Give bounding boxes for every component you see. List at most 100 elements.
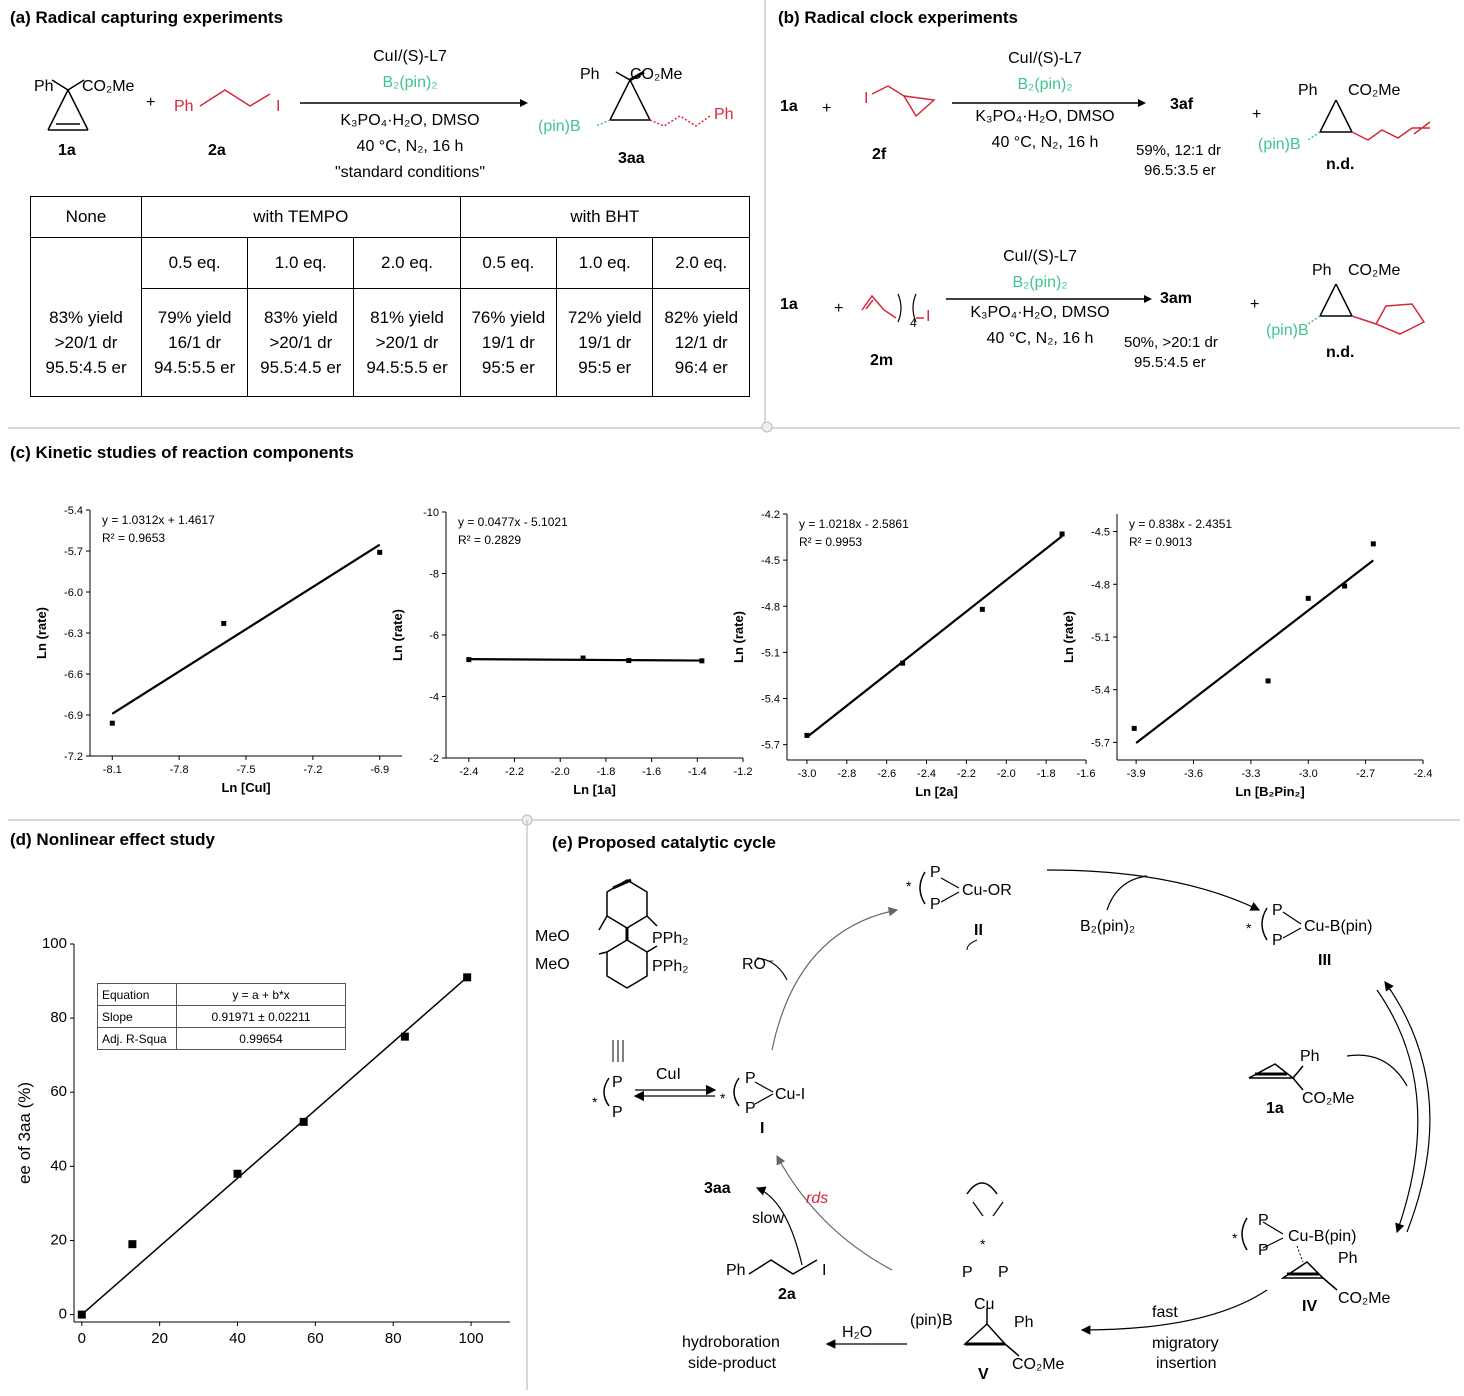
y-tick-label: -5.7 (1091, 737, 1110, 749)
x-tick-label: -1.8 (1037, 768, 1056, 780)
data-point (221, 620, 227, 626)
table-eq-cell: 2.0 eq. (353, 237, 461, 289)
iodo-label: I (864, 90, 869, 107)
table-eq-cell: 2.0 eq. (652, 237, 750, 289)
table-header-bht: with BHT (459, 196, 751, 238)
ph-label: Ph (714, 106, 734, 123)
data-point (979, 606, 985, 612)
plus-sign: + (1250, 296, 1260, 313)
pinb-label: (pin)B (1266, 322, 1309, 339)
compound-3aa-label: 3aa (618, 150, 645, 167)
ph-label: Ph (580, 66, 600, 83)
complex-I-label: I (760, 1120, 765, 1137)
data-point (466, 657, 472, 663)
phosphorus-label: P (930, 864, 941, 881)
table-cell: Slope (97, 1005, 177, 1028)
data-point (580, 655, 586, 661)
co2me-label: CO₂Me (630, 66, 683, 83)
complex-II-label: II (974, 922, 983, 939)
data-point (377, 549, 383, 555)
fit-line (1135, 559, 1374, 744)
x-tick-label: -2.6 (877, 768, 896, 780)
condition-base: K₃PO₄·H₂O, DMSO (970, 304, 1110, 321)
plus-sign: + (146, 94, 156, 111)
fast-label: fast (1152, 1304, 1178, 1321)
table-cell: 83% yield >20/1 dr 95.5:4.5 er (30, 237, 142, 397)
compound-2m-structure (861, 293, 924, 323)
methoxy-label: MeO (535, 928, 570, 945)
table-cell: 81% yield >20/1 dr 94.5:5.5 er (353, 288, 461, 397)
condition-b2pin2: B₂(pin)₂ (382, 74, 438, 91)
phosphorus-label: P (1272, 932, 1283, 949)
data-point (1059, 531, 1065, 537)
x-tick-label: -2.8 (837, 768, 856, 780)
y-tick-label: -5.7 (761, 740, 780, 752)
table-eq-cell: 0.5 eq. (140, 237, 249, 289)
x-tick-label: -1.2 (734, 766, 753, 778)
kinetic-plots: -8.1 -7.8 -7.5 -7.2 -6.9 -5.4 -5.7 -6.0 -6.3 -6.6… (34, 505, 1433, 799)
compound-2f-structure (871, 85, 936, 118)
co2me-label: CO₂Me (1348, 262, 1401, 279)
phosphorus-label: P (1272, 902, 1283, 919)
phosphorus-label: P (745, 1070, 756, 1087)
data-point (463, 973, 472, 982)
x-tick-label: 60 (307, 1330, 324, 1347)
condition-temp: 40 °C, N₂, 16 h (991, 134, 1099, 151)
x-tick-label: -1.6 (1077, 768, 1096, 780)
y-axis-label: Ln (rate) (1061, 611, 1076, 663)
panel-b-title: (b) Radical clock experiments (778, 8, 1018, 27)
compound-3aa-label: 3aa (704, 1180, 731, 1197)
table-cell: Equation (97, 983, 177, 1006)
y-axis-label: ee of 3aa (%) (15, 1082, 34, 1184)
table-cell: 0.99654 (176, 1027, 346, 1050)
table-eq-cell: 1.0 eq. (556, 237, 654, 289)
y-axis-label: Ln (rate) (390, 609, 405, 661)
x-tick-label: -2.4 (1414, 768, 1433, 780)
fit-equation: y = 1.0312x + 1.4617 (102, 513, 215, 527)
pinb-label: (pin)B (538, 118, 581, 135)
x-tick-label: -1.8 (596, 766, 615, 778)
phosphorus-label: P (962, 1264, 973, 1281)
fit-r-squared: R² = 0.9653 (102, 531, 165, 545)
fit-line (111, 543, 381, 715)
x-axis-label: Ln [2a] (915, 784, 958, 799)
condition-base: K₃PO₄·H₂O, DMSO (975, 108, 1115, 125)
x-tick-label: -2.4 (917, 768, 936, 780)
slow-label: slow (752, 1210, 785, 1227)
co2me-label: CO₂Me (1302, 1090, 1355, 1107)
y-tick-label: 0 (59, 1306, 67, 1323)
table-cell: 0.91971 ± 0.02211 (176, 1005, 346, 1028)
reaction-arrow (946, 295, 1152, 303)
panel-c-title: (c) Kinetic studies of reaction componen… (10, 443, 354, 462)
radical-capture-table: None with TEMPO with BHT 83% yield >20/1… (30, 196, 751, 397)
x-tick-label: 0 (78, 1330, 86, 1347)
repeat-subscript: 4 (910, 316, 917, 330)
compound-1a-label: 1a (780, 98, 798, 115)
cu-bpin-label: Cu-B(pin) (1288, 1228, 1357, 1245)
fit-r-squared: R² = 0.9013 (1129, 535, 1192, 549)
condition-base: K₃PO₄·H₂O, DMSO (340, 112, 480, 129)
condition-catalyst: CuI/(S)-L7 (373, 48, 447, 65)
chiral-star: * (1246, 920, 1252, 936)
compound-2m-label: 2m (870, 352, 894, 369)
y-tick-label: 20 (50, 1231, 67, 1248)
x-axis-label: Ln [1a] (573, 782, 616, 797)
data-point (1265, 678, 1271, 684)
y-tick-label: -5.4 (761, 694, 780, 706)
data-point (1342, 583, 1348, 589)
ring-opened-product-structure (1307, 99, 1431, 141)
panel-d-title: (d) Nonlinear effect study (10, 830, 215, 849)
co2me-label: CO₂Me (82, 78, 135, 95)
x-tick-label: 40 (229, 1330, 246, 1347)
reaction-2-result: 50%, >20:1 dr (1124, 334, 1218, 351)
water-label: H₂O (842, 1324, 873, 1341)
y-tick-label: -7.2 (64, 751, 83, 763)
x-tick-label: -8.1 (103, 764, 122, 776)
y-tick-label: -8 (429, 569, 439, 581)
x-tick-label: -7.2 (303, 764, 322, 776)
x-tick-label: -2.0 (997, 768, 1016, 780)
compound-2a-label: 2a (208, 142, 226, 159)
co2me-label: CO₂Me (1348, 82, 1401, 99)
b2pin2-label: B₂(pin)₂ (1080, 918, 1136, 935)
